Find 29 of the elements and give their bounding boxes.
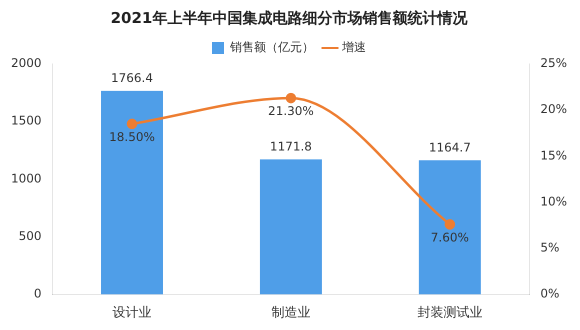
y2-tick-label: 25% — [540, 56, 567, 70]
y-tick-label: 2000 — [10, 56, 42, 70]
bar — [260, 159, 322, 294]
y-tick-label: 1000 — [10, 171, 42, 186]
data-label: 1164.7 — [428, 140, 471, 154]
y2-tick-label: 10% — [540, 194, 567, 208]
y2-tick-label: 20% — [540, 102, 567, 116]
data-label: 18.50% — [109, 130, 155, 144]
y-tick-label: 0 — [34, 286, 42, 301]
x-tick-label: 制造业 — [271, 306, 310, 321]
data-label: 7.60% — [430, 230, 469, 244]
x-tick-label: 封装测试业 — [417, 306, 482, 321]
legend-label: 增速 — [341, 40, 366, 54]
data-label: 21.30% — [268, 104, 314, 118]
y2-tick-label: 0% — [540, 286, 560, 301]
chart-title: 2021年上半年中国集成电路细分市场销售额统计情况 — [110, 8, 468, 27]
y-tick-label: 500 — [18, 228, 42, 243]
point — [126, 118, 138, 130]
x-tick-label: 设计业 — [112, 306, 152, 321]
point — [286, 92, 296, 104]
data-label: 1171.8 — [270, 140, 312, 154]
bar — [101, 90, 163, 294]
y2-tick-label: 15% — [540, 148, 567, 162]
point — [444, 219, 456, 230]
y2-tick-label: 5% — [540, 240, 560, 254]
bar — [418, 160, 481, 294]
data-label: 1766.4 — [111, 71, 154, 86]
y-tick-label: 1500 — [10, 114, 42, 128]
legend-label: 销售额（亿元） — [229, 40, 314, 54]
